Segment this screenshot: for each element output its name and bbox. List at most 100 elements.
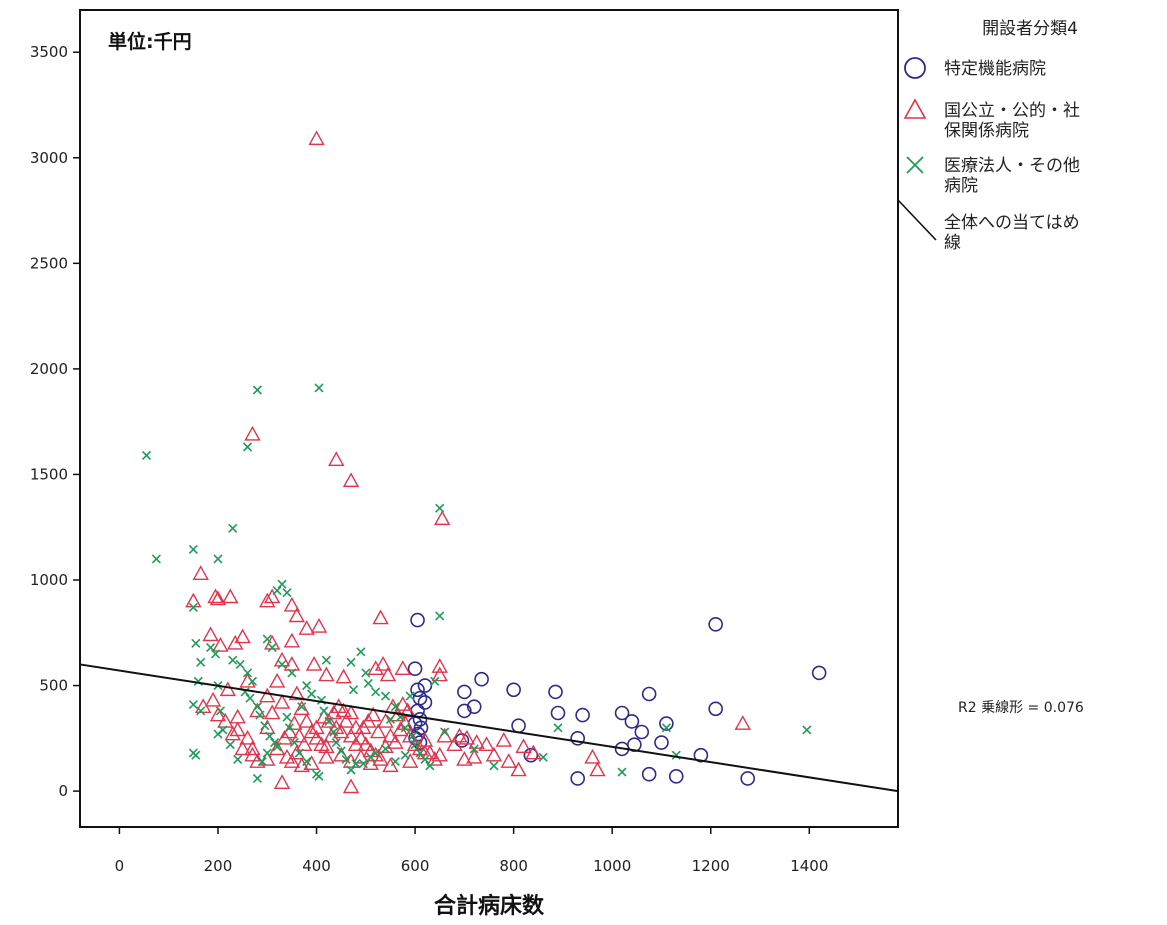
point-iryou-houjin — [489, 761, 499, 771]
point-iryou-houjin — [188, 602, 198, 613]
point-iryou-houjin — [425, 761, 435, 771]
legend: 開設者分類4 特定機能病院国公立・公的・社保関係病院医療法人・その他病院全体への… — [897, 19, 1080, 253]
point-kokkouritsu — [202, 626, 219, 642]
x-tick-label: 600 — [401, 857, 430, 875]
point-iryou-houjin — [277, 579, 287, 589]
point-iryou-houjin — [346, 765, 356, 775]
point-kokkouritsu — [352, 748, 370, 764]
legend-marker-cross — [906, 156, 924, 174]
point-kokkouritsu — [335, 702, 352, 718]
point-kokkouritsu — [286, 715, 303, 730]
point-kokkouritsu — [433, 510, 451, 526]
y-tick-label: 1000 — [30, 571, 68, 589]
point-iryou-houjin — [282, 712, 292, 722]
point-kokkouritsu — [259, 687, 276, 703]
point-kokkouritsu — [268, 740, 286, 756]
point-kokkouritsu — [219, 681, 237, 697]
point-iryou-houjin — [210, 649, 221, 659]
point-iryou-houjin — [188, 699, 198, 710]
point-kokkouritsu — [259, 592, 276, 608]
point-kokkouritsu — [234, 628, 251, 644]
point-iryou-houjin — [196, 657, 206, 667]
point-kokkouritsu — [293, 757, 310, 773]
point-kokkouritsu — [298, 713, 315, 728]
legend-label: 特定機能病院 — [944, 59, 1046, 79]
x-axis-ticks: 0 200 400 600 800 1000 1200 1400 — [115, 827, 828, 875]
plot-frame — [79, 9, 899, 828]
point-kokkouritsu — [515, 738, 532, 754]
point-tokutei — [412, 712, 428, 727]
point-iryou-houjin — [141, 450, 152, 461]
point-iryou-houjin — [346, 657, 356, 667]
point-iryou-houjin — [469, 744, 479, 754]
point-kokkouritsu — [510, 761, 527, 777]
point-iryou-houjin — [802, 725, 812, 735]
y-tick-label: 2000 — [30, 360, 68, 378]
point-iryou-houjin — [410, 740, 420, 750]
point-iryou-houjin — [196, 706, 206, 716]
point-kokkouritsu — [335, 668, 352, 684]
point-kokkouritsu — [394, 660, 411, 675]
point-tokutei — [708, 701, 723, 717]
point-tokutei — [811, 665, 827, 681]
point-kokkouritsu — [259, 751, 276, 766]
point-tokutei — [708, 617, 723, 632]
point-kokkouritsu — [399, 702, 416, 718]
point-kokkouritsu — [337, 713, 355, 728]
point-kokkouritsu — [431, 666, 448, 682]
point-iryou-houjin — [213, 554, 223, 564]
point-kokkouritsu — [283, 596, 301, 612]
legend-marker-circle — [904, 57, 926, 79]
point-iryou-houjin — [302, 680, 312, 691]
point-iryou-houjin — [265, 731, 275, 741]
point-tokutei — [417, 695, 433, 710]
x-tick-label: 200 — [204, 857, 233, 875]
point-tokutei — [506, 682, 521, 698]
point-kokkouritsu — [263, 634, 281, 650]
point-iryou-houjin — [400, 750, 410, 760]
point-kokkouritsu — [451, 727, 468, 743]
x-tick-label: 400 — [302, 857, 331, 875]
point-kokkouritsu — [207, 588, 224, 604]
x-tick-label: 1200 — [692, 857, 730, 875]
point-kokkouritsu — [734, 715, 751, 730]
point-kokkouritsu — [293, 700, 310, 716]
point-kokkouritsu — [209, 590, 227, 606]
point-iryou-houjin — [430, 676, 440, 686]
point-tokutei — [550, 705, 566, 721]
point-kokkouritsu — [458, 729, 476, 745]
point-tokutei — [410, 612, 425, 628]
x-tick-label: 800 — [499, 857, 528, 875]
point-tokutei — [641, 686, 657, 702]
point-kokkouritsu — [244, 746, 261, 762]
point-iryou-houjin — [252, 773, 262, 784]
point-kokkouritsu — [431, 746, 448, 762]
point-kokkouritsu — [318, 748, 335, 764]
point-kokkouritsu — [303, 723, 320, 739]
point-kokkouritsu — [263, 704, 281, 720]
point-kokkouritsu — [283, 632, 301, 648]
point-iryou-houjin — [284, 723, 294, 733]
point-kokkouritsu — [229, 708, 246, 724]
point-iryou-houjin — [272, 585, 282, 596]
legend-label: 全体への当てはめ線 — [944, 213, 1080, 253]
point-iryou-houjin — [245, 693, 255, 703]
point-tokutei — [668, 769, 684, 784]
point-iryou-houjin — [363, 678, 373, 689]
point-kokkouritsu — [357, 736, 374, 751]
legend-label: 医療法人・その他病院 — [944, 156, 1080, 196]
point-iryou-houjin — [435, 503, 445, 513]
point-kokkouritsu — [500, 753, 517, 768]
point-iryou-houjin — [297, 702, 307, 712]
point-kokkouritsu — [369, 723, 387, 739]
point-kokkouritsu — [401, 753, 419, 768]
y-tick-label: 1500 — [30, 465, 68, 483]
legend-label: 国公立・公的・社保関係病院 — [944, 101, 1080, 141]
point-kokkouritsu — [466, 748, 483, 764]
point-iryou-houjin — [319, 706, 329, 716]
point-tokutei — [457, 684, 472, 700]
x-tick-label: 0 — [115, 857, 125, 875]
point-kokkouritsu — [234, 740, 251, 756]
point-iryou-houjin — [307, 689, 317, 699]
